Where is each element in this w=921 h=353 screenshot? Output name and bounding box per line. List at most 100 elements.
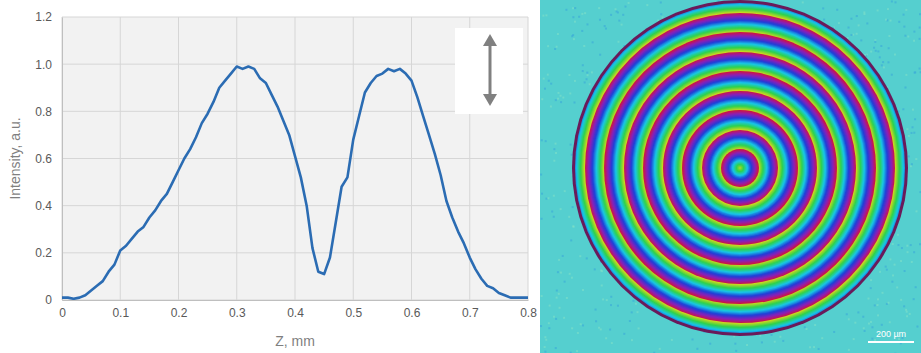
- ring: [669, 97, 811, 239]
- speckle-dot: [879, 56, 881, 58]
- speckle-dot: [594, 268, 596, 270]
- ring: [665, 93, 815, 243]
- ring: [628, 56, 852, 280]
- rings: [572, 0, 908, 336]
- ring: [638, 66, 842, 270]
- speckle-dot: [622, 14, 624, 16]
- ring: [649, 77, 831, 259]
- speckle-dot: [881, 64, 883, 66]
- ring: [601, 29, 879, 307]
- speckle-dot: [579, 255, 581, 257]
- speckle-dot: [629, 320, 631, 322]
- speckle-dot: [586, 23, 588, 25]
- figure: 00.10.20.30.40.50.60.70.800.20.40.60.81.…: [0, 0, 921, 353]
- speckle-dot: [914, 72, 916, 74]
- ring: [580, 8, 900, 328]
- ring: [700, 128, 780, 208]
- speckle-dot: [632, 300, 634, 302]
- speckle-dot: [614, 8, 616, 10]
- ring: [735, 163, 745, 173]
- speckle-dot: [871, 326, 873, 328]
- speckle-dot: [866, 54, 868, 56]
- speckle-dot: [919, 191, 921, 193]
- speckle-dot: [913, 132, 915, 134]
- x-tick-label: 0.3: [229, 306, 246, 320]
- speckle-dot: [914, 118, 916, 120]
- speckle-dot: [905, 309, 907, 311]
- speckle-dot: [540, 325, 542, 327]
- speckle-dot: [911, 261, 913, 263]
- x-tick-label: 0.1: [112, 306, 129, 320]
- speckle-dot: [912, 109, 914, 111]
- x-tick-label: 0.5: [345, 306, 362, 320]
- speckle-dot: [833, 331, 835, 333]
- ring: [634, 62, 846, 274]
- ring: [704, 132, 776, 204]
- speckle-dot: [553, 195, 555, 197]
- speckle-dot: [604, 25, 606, 27]
- y-tick: 1.0: [35, 58, 62, 72]
- x-axis-title: Z, mm: [275, 333, 315, 349]
- speckle-dot: [574, 80, 576, 82]
- speckle-dot: [584, 81, 586, 83]
- ring: [676, 104, 804, 232]
- ring: [641, 69, 839, 267]
- speckle-dot: [907, 251, 909, 253]
- ring: [722, 150, 758, 186]
- speckle-dot: [919, 68, 921, 70]
- speckle-dot: [636, 311, 638, 313]
- speckle-dot: [671, 339, 673, 341]
- ring: [652, 80, 828, 256]
- speckle-dot: [912, 126, 914, 128]
- speckle-dot: [574, 21, 576, 23]
- speckle-dot: [542, 15, 544, 17]
- scale-bar-label: 200 µm: [876, 329, 906, 339]
- ring: [596, 24, 884, 312]
- speckle-dot: [609, 329, 611, 331]
- speckle-dot: [913, 40, 915, 42]
- x-tick-label: 0.6: [404, 306, 421, 320]
- speckle-dot: [887, 8, 889, 10]
- speckle-dot: [892, 274, 894, 276]
- speckle-dot: [553, 316, 555, 318]
- speckle-dot: [562, 255, 564, 257]
- speckle-dot: [571, 327, 573, 329]
- ring: [729, 157, 751, 179]
- speckle-dot: [589, 83, 591, 85]
- ring: [678, 106, 802, 230]
- ring: [613, 41, 867, 295]
- ring: [671, 99, 809, 237]
- speckle-dot: [548, 322, 550, 324]
- speckle-dot: [569, 273, 571, 275]
- speckle-dot: [919, 38, 921, 40]
- ring: [717, 145, 763, 191]
- speckle-dot: [550, 105, 552, 107]
- speckle-dot: [595, 309, 597, 311]
- speckle-dot: [583, 45, 585, 47]
- speckle-dot: [888, 47, 890, 49]
- speckle-dot: [598, 327, 600, 329]
- y-tick-label: 0.2: [35, 246, 52, 260]
- ring: [648, 76, 832, 260]
- speckle-dot: [570, 239, 572, 241]
- ring: [668, 96, 812, 240]
- speckle-dot: [850, 18, 852, 20]
- ring: [650, 78, 830, 258]
- speckle-dot: [876, 304, 878, 306]
- ring: [600, 28, 880, 308]
- speckle-dot: [572, 16, 574, 18]
- ring: [635, 63, 845, 273]
- speckle-dot: [572, 34, 574, 36]
- ring: [715, 143, 765, 193]
- speckle-dot: [602, 298, 604, 300]
- speckle-dot: [863, 327, 865, 329]
- y-tick-label: 0: [45, 293, 52, 307]
- ring: [672, 100, 808, 236]
- speckle-dot: [617, 11, 619, 13]
- ring: [698, 126, 782, 210]
- speckle-dot: [581, 13, 583, 15]
- speckle-dot: [541, 98, 543, 100]
- speckle-dot: [581, 30, 583, 32]
- speckle-dot: [904, 35, 906, 37]
- ring: [651, 79, 829, 257]
